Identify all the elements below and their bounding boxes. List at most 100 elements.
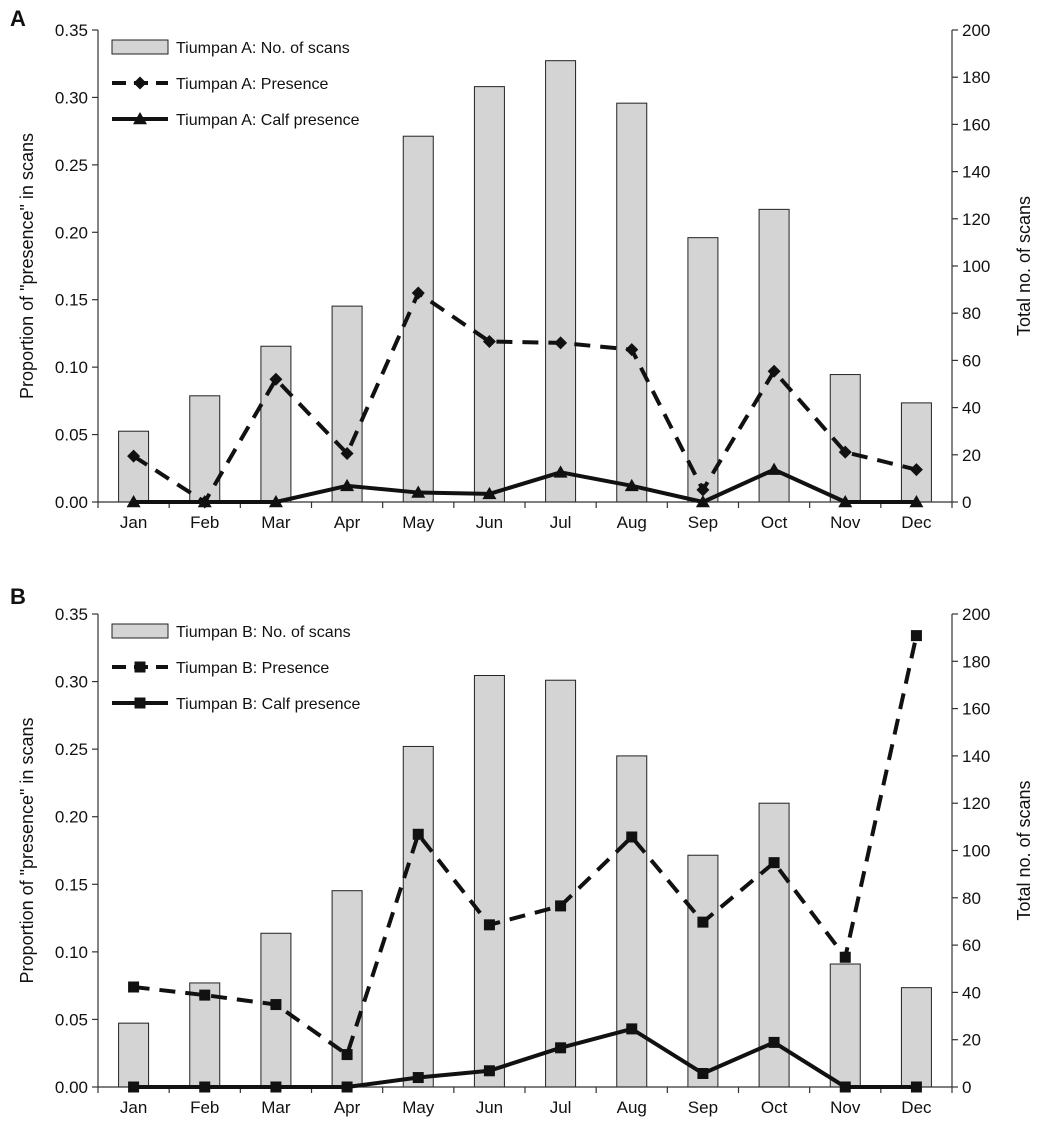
y-tick-label-right: 100 bbox=[962, 257, 990, 276]
y-axis-label-right: Total no. of scans bbox=[1014, 780, 1034, 920]
x-tick-label: Nov bbox=[830, 513, 861, 532]
y-tick-label-left: 0.05 bbox=[55, 426, 88, 445]
bar-sep bbox=[687, 237, 719, 503]
bar-jul bbox=[545, 60, 577, 503]
data-point bbox=[695, 495, 710, 508]
data-point bbox=[270, 999, 282, 1011]
x-tick-label: Aug bbox=[617, 1098, 647, 1117]
x-tick-label: Apr bbox=[334, 513, 361, 532]
bar-dec bbox=[900, 987, 932, 1088]
data-point bbox=[624, 478, 639, 492]
x-tick-label: Feb bbox=[190, 1098, 219, 1117]
y-tick-label-left: 0.35 bbox=[55, 605, 88, 624]
data-point bbox=[268, 495, 283, 508]
bar-sep bbox=[687, 854, 719, 1088]
y-tick-label-right: 120 bbox=[962, 210, 990, 229]
data-point bbox=[269, 372, 283, 386]
data-point bbox=[128, 1081, 140, 1093]
panel-letter: A bbox=[10, 6, 26, 31]
legend-marker bbox=[134, 661, 146, 673]
legend-label: Tiumpan A: No. of scans bbox=[176, 40, 350, 57]
y-tick-label-right: 80 bbox=[962, 889, 981, 908]
x-tick-label: Sep bbox=[688, 1098, 718, 1117]
y-tick-label-left: 0.35 bbox=[55, 21, 88, 40]
bar-aug bbox=[616, 102, 648, 503]
y-tick-label-right: 60 bbox=[962, 936, 981, 955]
data-point bbox=[839, 951, 851, 963]
data-point bbox=[199, 989, 211, 1001]
x-tick-label: Mar bbox=[261, 513, 291, 532]
y-tick-label-right: 140 bbox=[962, 747, 990, 766]
data-point bbox=[340, 446, 354, 460]
x-tick-label: Mar bbox=[261, 1098, 291, 1117]
y-tick-label-left: 0.00 bbox=[55, 493, 88, 512]
y-tick-label-right: 160 bbox=[962, 115, 990, 134]
series-presence bbox=[127, 286, 923, 509]
series-line bbox=[133, 467, 917, 504]
y-tick-label-left: 0.25 bbox=[55, 156, 88, 175]
x-tick-label: Oct bbox=[761, 1098, 788, 1117]
bar-feb bbox=[189, 395, 221, 503]
bar-jul bbox=[545, 679, 577, 1088]
data-point bbox=[555, 900, 567, 912]
legend: Tiumpan B: No. of scans Tiumpan B: Presen… bbox=[111, 623, 360, 713]
series-calf-presence bbox=[126, 462, 924, 508]
data-point bbox=[341, 1081, 353, 1093]
y-tick-label-left: 0.30 bbox=[55, 88, 88, 107]
bar-apr bbox=[331, 305, 363, 503]
y-tick-label-right: 200 bbox=[962, 605, 990, 624]
x-tick-label: Nov bbox=[830, 1098, 861, 1117]
bar-dec bbox=[900, 402, 932, 503]
y-tick-label-right: 100 bbox=[962, 842, 990, 861]
data-point bbox=[411, 485, 426, 498]
data-point bbox=[127, 449, 141, 463]
data-point bbox=[696, 483, 710, 497]
y-tick-label-left: 0.00 bbox=[55, 1078, 88, 1097]
data-point bbox=[483, 919, 495, 931]
data-point bbox=[838, 495, 853, 508]
data-point bbox=[626, 831, 638, 843]
data-point bbox=[910, 630, 922, 642]
data-point bbox=[199, 1081, 211, 1093]
x-tick-label: Sep bbox=[688, 513, 718, 532]
legend-label: Tiumpan A: Calf presence bbox=[176, 112, 360, 129]
legend-marker bbox=[133, 76, 147, 90]
data-point bbox=[197, 495, 212, 508]
data-point bbox=[768, 857, 780, 869]
legend-swatch-bars bbox=[111, 623, 169, 639]
data-point bbox=[910, 1081, 922, 1093]
y-tick-label-right: 80 bbox=[962, 304, 981, 323]
x-tick-label: Aug bbox=[617, 513, 647, 532]
y-tick-label-right: 180 bbox=[962, 68, 990, 87]
data-point bbox=[483, 1065, 495, 1077]
x-tick-label: May bbox=[402, 1098, 435, 1117]
y-axis-label-left: Proportion of "presence" in scans bbox=[17, 133, 37, 399]
legend-swatch-bars bbox=[111, 39, 169, 55]
chart-panel-a: A 0.00 0.05 0.10 0.15 0.20 0.25 0.30 0.35 0 20 40 60… bbox=[10, 6, 1034, 532]
legend-label: Tiumpan B: No. of scans bbox=[176, 624, 351, 641]
data-point bbox=[697, 1067, 709, 1079]
y-tick-label-right: 40 bbox=[962, 983, 981, 1002]
bar-may bbox=[402, 745, 434, 1088]
data-point bbox=[625, 343, 639, 357]
series-line bbox=[133, 635, 919, 1057]
y-tick-label-left: 0.10 bbox=[55, 943, 88, 962]
y-tick-label-left: 0.20 bbox=[55, 223, 88, 242]
data-point bbox=[838, 445, 852, 459]
y-tick-label-right: 0 bbox=[962, 493, 971, 512]
bar-jan bbox=[118, 1022, 150, 1088]
y-tick-label-left: 0.15 bbox=[55, 875, 88, 894]
x-tick-label: Jun bbox=[476, 513, 503, 532]
data-point bbox=[270, 1081, 282, 1093]
panel-letter: B bbox=[10, 584, 26, 609]
y-tick-label-left: 0.05 bbox=[55, 1010, 88, 1029]
data-point bbox=[909, 463, 923, 477]
series-line bbox=[133, 1026, 917, 1089]
bar-oct bbox=[758, 208, 790, 503]
y-tick-label-right: 20 bbox=[962, 1031, 981, 1050]
bar-mar bbox=[260, 345, 292, 503]
series-presence bbox=[128, 630, 922, 1061]
x-tick-label: May bbox=[402, 513, 435, 532]
series-line bbox=[132, 290, 917, 504]
